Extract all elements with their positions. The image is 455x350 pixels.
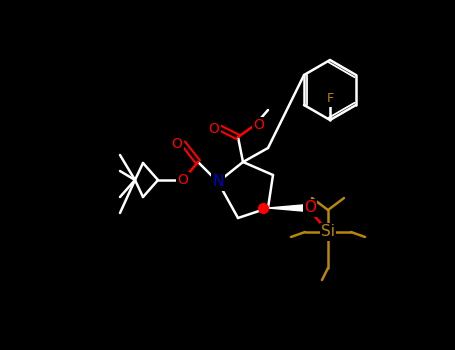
Text: O: O	[208, 122, 219, 136]
Text: O: O	[304, 201, 316, 216]
Text: F: F	[326, 92, 334, 105]
Text: Si: Si	[321, 224, 335, 239]
Text: N: N	[212, 175, 224, 189]
Text: O: O	[177, 173, 188, 187]
Text: O: O	[253, 118, 264, 132]
Polygon shape	[268, 204, 308, 211]
Text: O: O	[172, 137, 182, 151]
